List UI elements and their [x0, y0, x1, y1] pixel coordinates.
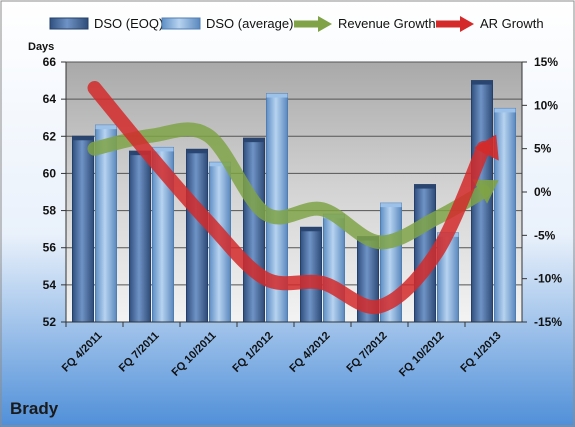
y2-tick-label: 0% [534, 185, 552, 199]
lines-layer [87, 81, 499, 315]
y-tick-label: 52 [43, 315, 57, 329]
y2-tick-label: 5% [534, 142, 552, 156]
y2-tick-label: 10% [534, 98, 558, 112]
legend-arrow-ar-growth [460, 16, 474, 32]
company-name: Brady [10, 399, 59, 418]
legend-arrow-revenue-growth [318, 16, 332, 32]
y-tick-label: 66 [43, 55, 57, 69]
y2-tick-label: -10% [534, 272, 562, 286]
legend-label-revenue-growth: Revenue Growth [338, 16, 436, 31]
bar-cap [266, 93, 288, 98]
bar-cap [471, 80, 493, 85]
y2-tick-label: -5% [534, 228, 556, 242]
bar-cap [494, 108, 516, 113]
y2-tick-label: 15% [534, 55, 558, 69]
bar-cap [72, 136, 94, 141]
bar-dso-average [323, 213, 345, 323]
bar-cap [243, 138, 265, 143]
y2-tick-label: -15% [534, 315, 562, 329]
bar-cap [152, 147, 174, 152]
bar-cap [209, 162, 231, 167]
arrow-ar-growth [473, 134, 499, 161]
legend-label-dso-eoq: DSO (EOQ) [94, 16, 163, 31]
legend-swatch-dso-average [161, 17, 201, 30]
legend-label-dso-average: DSO (average) [206, 16, 293, 31]
line-revenue-growth [87, 122, 491, 250]
legend: DSO (EOQ) DSO (average) Revenue Growth AR G… [49, 16, 544, 32]
y-tick-label: 58 [43, 204, 57, 218]
arrow-revenue-growth [472, 179, 499, 204]
bar-cap [95, 125, 117, 130]
bar-dso-eoq [243, 137, 265, 323]
bar-dso-eoq [72, 135, 94, 323]
y-tick-label: 56 [43, 241, 57, 255]
bar-dso-eoq [129, 150, 151, 323]
bar-cap [300, 227, 322, 232]
y-tick-label: 60 [43, 166, 57, 180]
bar-cap [380, 203, 402, 208]
bar-cap [186, 149, 208, 154]
legend-swatch-dso-eoq [49, 17, 89, 30]
bar-dso-eoq [186, 148, 208, 323]
y-tick-label: 54 [43, 278, 57, 292]
line-ar-growth [87, 81, 491, 315]
bar-dso-average [494, 107, 516, 323]
y-tick-label: 64 [43, 92, 57, 106]
y-axis-title: Days [28, 41, 54, 53]
y-tick-label: 62 [43, 129, 57, 143]
bar-dso-eoq [300, 226, 322, 323]
bar-cap [414, 184, 436, 189]
legend-label-ar-growth: AR Growth [480, 16, 544, 31]
